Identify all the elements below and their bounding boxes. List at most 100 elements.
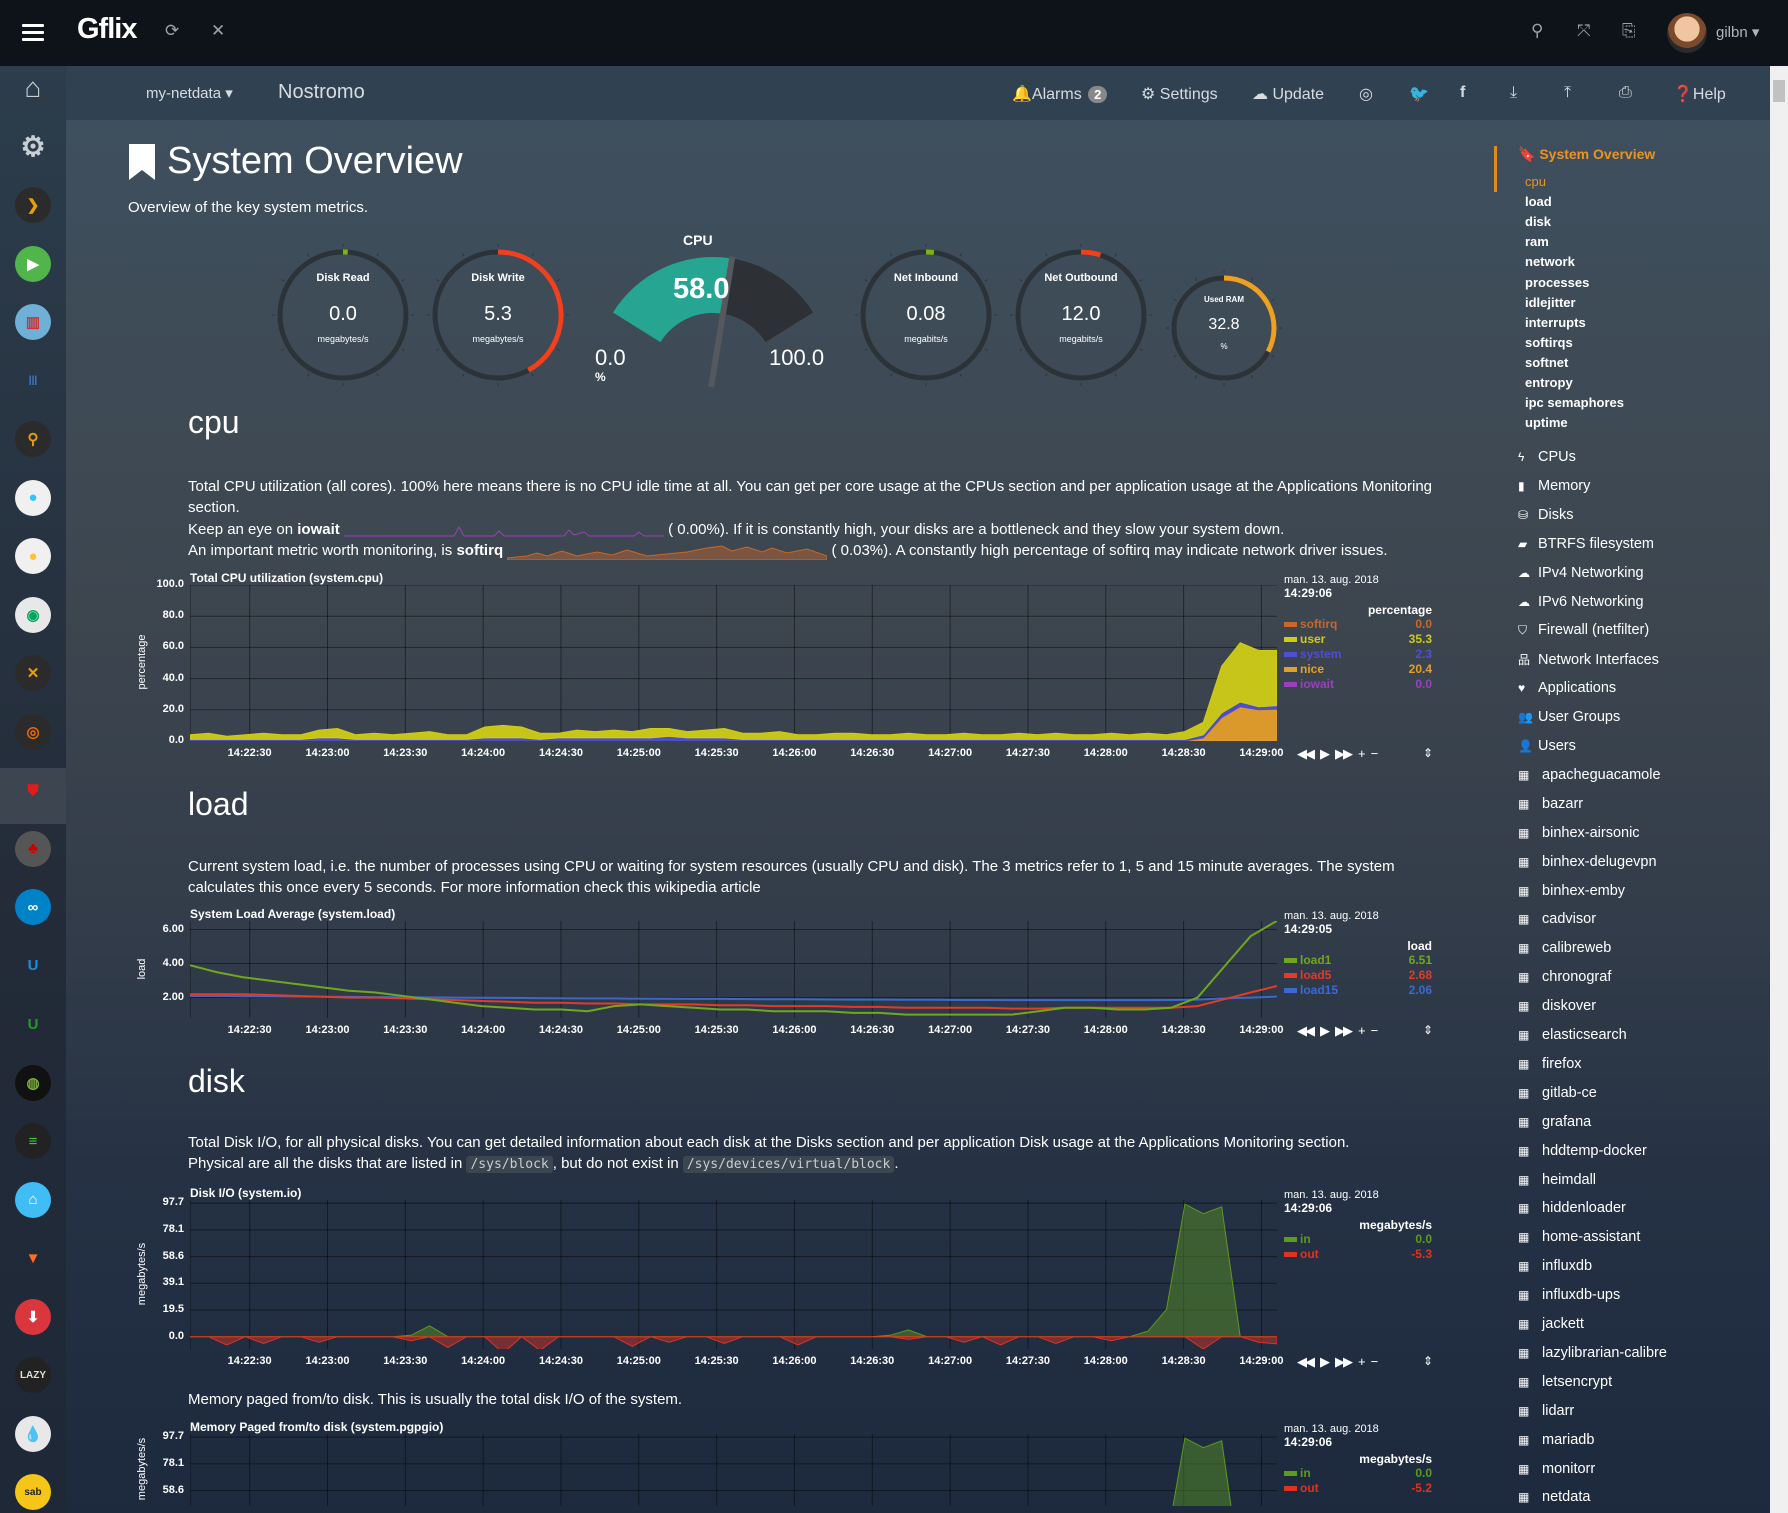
scrollbar[interactable] bbox=[1770, 66, 1788, 1513]
translate-icon[interactable]: ⎘ bbox=[1622, 21, 1636, 40]
nav-section-lidarr[interactable]: ▦ lidarr bbox=[1518, 1403, 1574, 1419]
nav-section-letsencrypt[interactable]: ▦ letsencrypt bbox=[1518, 1374, 1612, 1390]
help-button[interactable]: ❓Help bbox=[1673, 84, 1726, 104]
app-icon-hiddenloader[interactable]: ⬇ bbox=[15, 1298, 51, 1335]
nav-sub-disk[interactable]: disk bbox=[1525, 214, 1552, 230]
legend-item-user[interactable]: user 35.3 bbox=[1284, 632, 1432, 647]
nav-section-users[interactable]: 👤 Users bbox=[1518, 738, 1576, 754]
nav-sub-ram[interactable]: ram bbox=[1525, 234, 1549, 250]
nav-section-disks[interactable]: ⛁ Disks bbox=[1518, 507, 1573, 523]
alarms-button[interactable]: 🔔Alarms 2 bbox=[1012, 84, 1108, 104]
print-icon[interactable]: ⎙ bbox=[1619, 84, 1632, 101]
play-button[interactable]: ▶ bbox=[1320, 1023, 1330, 1038]
resize-handle[interactable]: ⇕ bbox=[1423, 1023, 1434, 1037]
nav-section-influxdb-ups[interactable]: ▦ influxdb-ups bbox=[1518, 1287, 1620, 1303]
app-icon-monitorr[interactable]: ≡ bbox=[15, 1123, 51, 1159]
nav-section-calibreweb[interactable]: ▦ calibreweb bbox=[1518, 940, 1611, 956]
nav-section-cpus[interactable]: ϟ CPUs bbox=[1518, 449, 1576, 465]
app-icon-gitlab[interactable]: ▼ bbox=[25, 1249, 41, 1267]
app-icon-guacamole[interactable]: ◍ bbox=[15, 1064, 51, 1101]
app-icon-sonarr[interactable]: ● bbox=[15, 479, 51, 516]
disk-read-gauge[interactable] bbox=[270, 242, 416, 388]
app-icon-settings[interactable]: ⚙ bbox=[20, 131, 46, 162]
nav-sub-interrupts[interactable]: interrupts bbox=[1525, 314, 1586, 330]
search-icon[interactable]: ⚲ bbox=[1531, 21, 1544, 40]
nav-sub-cpu[interactable]: cpu bbox=[1525, 174, 1546, 189]
nav-section-cadvisor[interactable]: ▦ cadvisor bbox=[1518, 911, 1596, 927]
nav-sub-softirqs[interactable]: softirqs bbox=[1525, 334, 1573, 350]
nav-section-binhex-emby[interactable]: ▦ binhex-emby bbox=[1518, 883, 1625, 899]
legend-item-in[interactable]: in 0.0 bbox=[1284, 1232, 1432, 1247]
host-dropdown[interactable]: my-netdata ▾ bbox=[146, 85, 233, 102]
app-icon-radarr[interactable]: ● bbox=[15, 538, 51, 574]
legend-item-out[interactable]: out -5.2 bbox=[1284, 1481, 1432, 1496]
nav-section-grafana[interactable]: ▦ grafana bbox=[1518, 1114, 1591, 1130]
nav-section-firefox[interactable]: ▦ firefox bbox=[1518, 1056, 1582, 1072]
nav-section-firewall-netfilter-[interactable]: ⛉ Firewall (netfilter) bbox=[1518, 622, 1649, 638]
app-icon-airsonic[interactable]: ||| bbox=[28, 375, 38, 386]
disk-write-gauge[interactable] bbox=[425, 242, 571, 388]
download-icon[interactable]: ⤓ bbox=[1510, 84, 1518, 101]
app-icon-ombi[interactable]: ⚲ bbox=[15, 421, 51, 457]
nav-system-overview[interactable]: 🔖 System Overview bbox=[1518, 146, 1655, 163]
nav-section-gitlab-ce[interactable]: ▦ gitlab-ce bbox=[1518, 1085, 1597, 1101]
nav-section-binhex-airsonic[interactable]: ▦ binhex-airsonic bbox=[1518, 825, 1640, 841]
wikipedia-link[interactable]: wikipedia article bbox=[654, 879, 761, 897]
nav-section-influxdb[interactable]: ▦ influxdb bbox=[1518, 1258, 1592, 1274]
twitter-icon[interactable]: 🐦 bbox=[1409, 86, 1429, 103]
net-outbound-gauge[interactable] bbox=[1008, 242, 1154, 388]
nav-section-chronograf[interactable]: ▦ chronograf bbox=[1518, 969, 1611, 985]
nav-sub-softnet[interactable]: softnet bbox=[1525, 354, 1569, 370]
github-icon[interactable]: ◎ bbox=[1359, 86, 1373, 103]
back-button[interactable]: ◀◀ bbox=[1297, 746, 1315, 761]
legend-item-iowait[interactable]: iowait 0.0 bbox=[1284, 677, 1432, 692]
app-icon-home[interactable]: ⌂ bbox=[24, 72, 42, 103]
nav-section-jackett[interactable]: ▦ jackett bbox=[1518, 1316, 1584, 1332]
zoom-in-button[interactable]: + bbox=[1358, 1354, 1365, 1369]
net-inbound-gauge[interactable] bbox=[853, 242, 999, 388]
cpu-gauge[interactable] bbox=[563, 235, 863, 405]
pgpgio-chart[interactable]: Memory Paged from/to disk (system.pgpgio… bbox=[130, 1420, 1450, 1509]
zoom-out-button[interactable]: − bbox=[1370, 1354, 1378, 1369]
app-icon-grafana[interactable]: ◎ bbox=[15, 713, 51, 750]
nav-sub-network[interactable]: network bbox=[1525, 254, 1575, 270]
legend-item-in[interactable]: in 0.0 bbox=[1284, 1466, 1432, 1481]
play-button[interactable]: ▶ bbox=[1320, 1354, 1330, 1369]
app-icon-ip-drop[interactable]: 💧 bbox=[15, 1415, 51, 1452]
app-icon-lazylibrarian[interactable]: LAZY bbox=[15, 1357, 51, 1393]
hamburger-menu-icon[interactable] bbox=[22, 24, 44, 42]
app-icon-emby[interactable]: ▶ bbox=[15, 245, 51, 282]
fwd-button[interactable]: ▶▶ bbox=[1335, 1354, 1353, 1369]
disk-plot[interactable] bbox=[190, 1200, 1277, 1349]
legend-item-softirq[interactable]: softirq 0.0 bbox=[1284, 617, 1432, 632]
nav-section-heimdall[interactable]: ▦ heimdall bbox=[1518, 1172, 1596, 1188]
cpu-chart[interactable]: Total CPU utilization (system.cpu) 100.0 8… bbox=[130, 571, 1450, 765]
nav-section-hddtemp-docker[interactable]: ▦ hddtemp-docker bbox=[1518, 1143, 1647, 1159]
nav-section-memory[interactable]: ▮ Memory bbox=[1518, 478, 1590, 494]
app-icon-plex[interactable]: ❯ bbox=[15, 187, 51, 223]
nav-section-bazarr[interactable]: ▦ bazarr bbox=[1518, 796, 1583, 812]
nav-section-ipv6-networking[interactable]: ☁ IPv6 Networking bbox=[1518, 594, 1644, 610]
resize-handle[interactable]: ⇕ bbox=[1423, 1354, 1434, 1368]
close-icon[interactable]: ✕ bbox=[211, 21, 226, 40]
app-icon-lidarr[interactable]: ◉ bbox=[15, 596, 51, 633]
legend-item-system[interactable]: system 2.3 bbox=[1284, 647, 1432, 662]
nav-sub-ipc-semaphores[interactable]: ipc semaphores bbox=[1525, 395, 1624, 411]
app-icon-nextcloud[interactable]: ∞ bbox=[15, 889, 51, 925]
nav-section-applications[interactable]: ♥ Applications bbox=[1518, 680, 1616, 696]
nav-section-network-interfaces[interactable]: 品 Network Interfaces bbox=[1518, 651, 1659, 668]
fwd-button[interactable]: ▶▶ bbox=[1335, 1023, 1353, 1038]
app-icon-unifi[interactable]: U bbox=[27, 957, 39, 974]
legend-item-load1[interactable]: load1 6.51 bbox=[1284, 953, 1432, 968]
upload-icon[interactable]: ⤒ bbox=[1564, 84, 1572, 101]
nav-section-ipv4-networking[interactable]: ☁ IPv4 Networking bbox=[1518, 565, 1644, 581]
app-icon-ubooquity[interactable]: ▥ bbox=[15, 304, 51, 340]
zoom-out-button[interactable]: − bbox=[1370, 1023, 1378, 1038]
nav-section-elasticsearch[interactable]: ▦ elasticsearch bbox=[1518, 1027, 1627, 1043]
settings-button[interactable]: ⚙ Settings bbox=[1141, 84, 1218, 104]
used-ram-gauge[interactable] bbox=[1164, 268, 1284, 388]
nav-section-lazylibrarian-calibre[interactable]: ▦ lazylibrarian-calibre bbox=[1518, 1345, 1667, 1361]
legend-item-out[interactable]: out -5.3 bbox=[1284, 1247, 1432, 1262]
legend-item-load5[interactable]: load5 2.68 bbox=[1284, 968, 1432, 983]
fullscreen-icon[interactable]: ⤧ bbox=[1577, 21, 1591, 40]
